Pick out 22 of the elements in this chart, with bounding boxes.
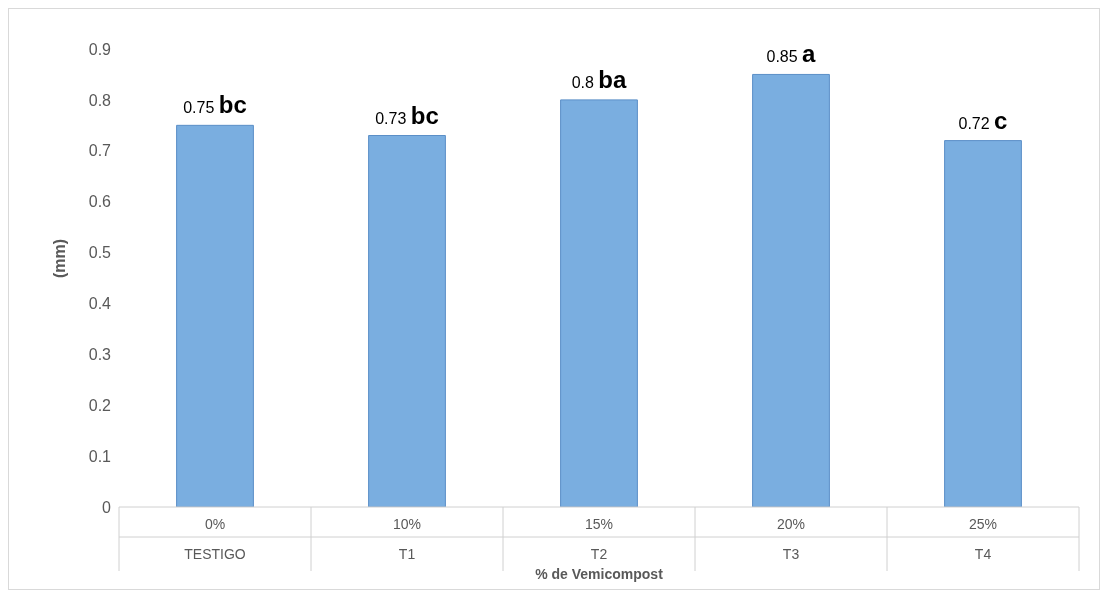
data-label: 0.72 c xyxy=(958,106,1008,134)
y-tick-label: 0.4 xyxy=(88,295,112,313)
x-tick-label: 0% TESTIGO xyxy=(184,516,246,562)
y-tick-label: 0.9 xyxy=(88,40,112,58)
x-tick-label: 25% T4 xyxy=(968,516,998,562)
x-tick-label: 15% T2 xyxy=(584,516,614,562)
y-tick-label: 0 xyxy=(102,498,112,516)
y-tick-label: 0.1 xyxy=(88,447,112,465)
data-label: 0.85 a xyxy=(766,40,817,68)
x-axis-title: % de Vemicompost xyxy=(535,566,664,582)
y-tick-label: 0.7 xyxy=(88,142,112,160)
x-tick-label: 10% T1 xyxy=(392,516,422,562)
y-tick-label: 0.3 xyxy=(88,346,112,364)
data-label: 0.75 bc xyxy=(183,91,247,119)
y-tick-label: 0.5 xyxy=(88,244,112,262)
y-tick-label: 0.2 xyxy=(88,396,112,414)
data-label: 0.8 ba xyxy=(571,65,627,93)
y-tick-label: 0.6 xyxy=(88,193,112,211)
x-tick-label: 20% T3 xyxy=(776,516,806,562)
y-tick-label: 0.8 xyxy=(88,91,112,109)
y-axis-title: (mm) xyxy=(50,238,68,278)
data-label: 0.73 bc xyxy=(375,101,439,129)
